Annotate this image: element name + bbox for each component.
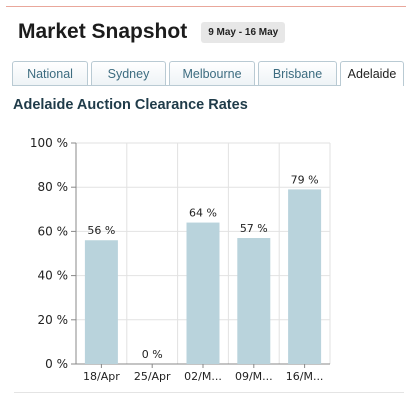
top-rule xyxy=(6,6,406,7)
data-label: 64 % xyxy=(189,207,217,220)
header: Market Snapshot 9 May - 16 May xyxy=(18,16,286,48)
y-tick-label: 60 % xyxy=(38,224,69,238)
y-tick-label: 80 % xyxy=(38,180,69,194)
x-tick-label: 25/Apr xyxy=(134,370,171,383)
y-tick-label: 20 % xyxy=(38,313,69,327)
tab-baseline xyxy=(12,85,404,86)
bottom-rule xyxy=(14,392,404,393)
tab-brisbane[interactable]: Brisbane xyxy=(258,61,337,85)
data-label: 57 % xyxy=(240,222,268,235)
page-title: Market Snapshot xyxy=(18,20,188,43)
section-title: Adelaide Auction Clearance Rates xyxy=(13,97,248,113)
y-tick-label: 40 % xyxy=(38,269,69,283)
x-tick-label: 09/M... xyxy=(235,370,273,383)
data-label: 0 % xyxy=(142,348,163,361)
x-tick-label: 18/Apr xyxy=(83,370,120,383)
y-tick-label: 100 % xyxy=(30,136,68,150)
tab-sydney[interactable]: Sydney xyxy=(91,61,166,85)
clearance-rate-chart: 0 % 20 % 40 % 60 % 80 % 100 % 56 % 18/Apr 0 % 25/… xyxy=(30,136,331,383)
bar xyxy=(288,189,322,364)
tab-melbourne[interactable]: Melbourne xyxy=(169,61,255,85)
data-label: 56 % xyxy=(87,224,115,237)
bar xyxy=(237,238,271,364)
date-range-badge: 9 May - 16 May xyxy=(201,21,286,43)
bar-chart-svg: 0 % 20 % 40 % 60 % 80 % 100 % 56 % 18/Apr 0 % 25/… xyxy=(30,136,331,383)
x-tick-label: 16/M... xyxy=(286,370,324,383)
bar xyxy=(84,240,118,364)
data-label: 79 % xyxy=(291,173,319,186)
bar xyxy=(186,222,220,364)
tab-national[interactable]: National xyxy=(12,61,88,85)
y-tick-label: 0 % xyxy=(45,357,68,371)
tab-adelaide[interactable]: Adelaide xyxy=(340,61,404,86)
city-tabs: National Sydney Melbourne Brisbane Adela… xyxy=(12,61,404,86)
x-tick-label: 02/M... xyxy=(184,370,222,383)
